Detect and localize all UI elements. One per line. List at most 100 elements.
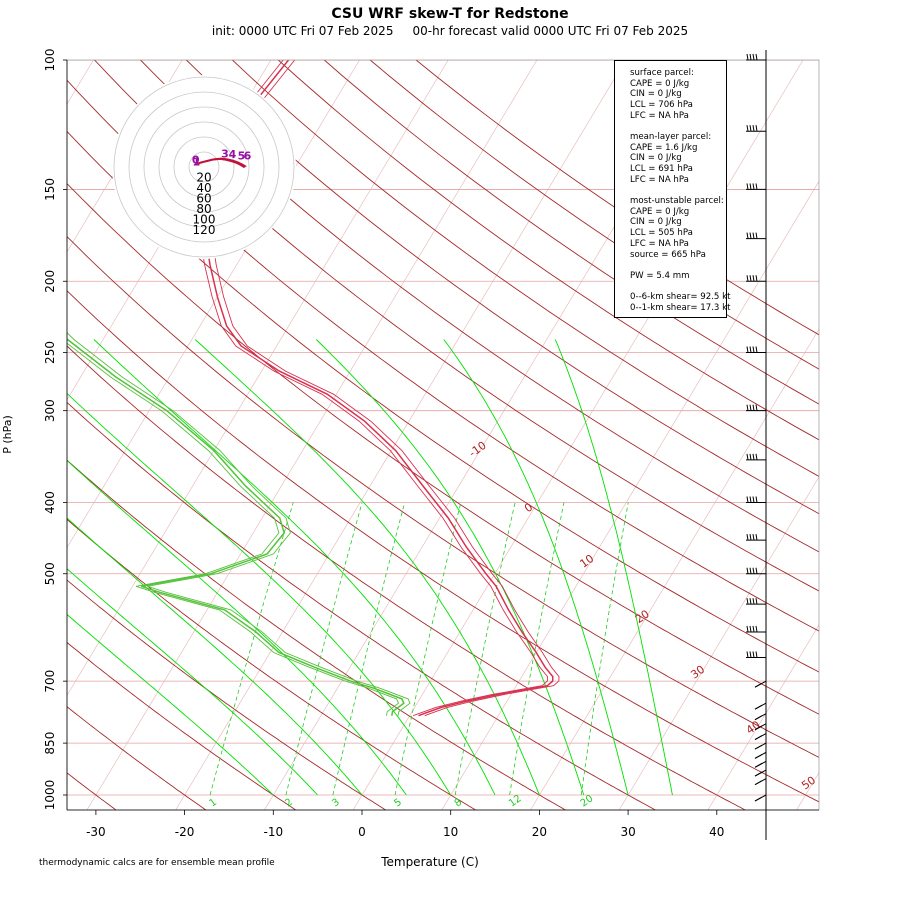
wind-barb (746, 496, 766, 504)
wind-barb-flag (752, 534, 755, 541)
wind-barb-flag (752, 598, 755, 605)
info-line: 0--6-km shear= 92.5 kt (630, 291, 731, 302)
wind-barb-flag (746, 53, 749, 61)
hodograph-height-label: 4 (229, 148, 237, 161)
hodograph-trace (195, 157, 247, 167)
mixing-ratio-line (285, 502, 363, 796)
wind-barb (746, 232, 766, 240)
moist-adiabat (67, 459, 407, 796)
temperature-member-trace (210, 60, 560, 717)
mixing-ratio-label: 12 (507, 793, 524, 809)
y-tick-label: 1000 (43, 780, 57, 811)
wind-barb-flag (746, 275, 749, 282)
x-axis-label: Temperature (C) (381, 855, 479, 869)
dry-adiabat (185, 60, 819, 515)
wind-barb-flag (752, 567, 755, 574)
dry-adiabat (67, 79, 819, 632)
dry-adiabat (67, 130, 819, 673)
dry-adiabat (139, 60, 819, 553)
moist-adiabat (194, 339, 540, 796)
info-line: CAPE = 0 J/kg (630, 78, 690, 89)
wind-barb (746, 346, 766, 353)
y-tick-label: 250 (43, 341, 57, 364)
mixing-ratio-label: 5 (392, 797, 404, 810)
wind-barb-flag (749, 651, 752, 658)
dewpoint-member-trace (67, 342, 400, 716)
wind-barb-flag (752, 183, 755, 190)
hodograph-trace (193, 158, 245, 169)
wind-barb-flag (754, 725, 763, 731)
wind-barb-flag (755, 183, 758, 190)
wind-barb-flag (752, 232, 755, 239)
mixing-ratio-line (394, 502, 462, 796)
y-axis: 100 150 200 250 300 400 500 700 850 1000 (43, 49, 68, 811)
hodograph-ring-label: 120 (193, 223, 216, 237)
dry-adiabat (323, 60, 819, 405)
wind-barb-flag (755, 404, 758, 411)
wind-barb-flag (746, 346, 749, 353)
dry-adiabat (67, 706, 207, 810)
wind-barb-flag (746, 183, 749, 190)
wind-barb-flag (754, 682, 763, 688)
wind-barb (754, 794, 767, 802)
chart-subtitle: init: 0000 UTC Fri 07 Feb 2025 00-hr for… (211, 24, 689, 38)
x-tick-label: -20 (175, 825, 195, 839)
y-tick-label: 400 (43, 491, 57, 514)
hodograph-height-label: 1 (193, 156, 201, 169)
wind-barb-flag (754, 744, 763, 750)
mean-layer-parcel-block: mean-layer parcel: CAPE = 1.6 J/kg CIN =… (630, 132, 726, 186)
info-line: LCL = 706 hPa (630, 100, 693, 111)
wind-barb-flag (755, 625, 758, 633)
wind-barb-flag (755, 346, 758, 353)
wind-barb-flag (746, 625, 749, 633)
hodograph-ring-label: 40 (196, 181, 211, 195)
wind-barb (746, 404, 766, 412)
y-tick-label: 100 (43, 49, 57, 72)
info-line: surface parcel: (630, 68, 694, 78)
wind-barb (754, 702, 767, 710)
moist-adiabat (315, 339, 585, 796)
dry-adiabat (67, 579, 387, 810)
info-line: most-unstable parcel: (630, 196, 724, 207)
wind-barb-flag (746, 567, 749, 574)
precipitable-water-block: PW = 5.4 mm (630, 271, 726, 282)
isotherm-line (67, 60, 360, 549)
wind-barb-flag (752, 53, 755, 61)
wind-barb (746, 651, 766, 658)
surface-parcel-block: surface parcel: CAPE = 0 J/kg CIN = 0 J/… (630, 68, 726, 122)
info-line: CIN = 0 J/kg (630, 217, 682, 228)
wind-barb-flag (746, 496, 749, 503)
dry-adiabat-lines (67, 60, 819, 810)
isotherm-line (86, 60, 538, 810)
wind-barb-flag (755, 125, 758, 132)
y-tick-label: 150 (43, 178, 57, 201)
wind-barb-flag (754, 796, 763, 802)
hodograph-ring (158, 121, 250, 213)
wind-barb (746, 534, 766, 541)
wind-barb-flag (754, 715, 763, 721)
mixing-ratio-line (454, 502, 516, 796)
wind-barb-flag (746, 651, 749, 658)
mixing-ratio-labels: 1 2 3 5 8 12 20 (207, 793, 595, 809)
x-tick-label: -30 (86, 825, 106, 839)
wind-barb-flag (746, 404, 749, 411)
isotherm-label: 20 (633, 607, 652, 626)
x-tick-label: 20 (532, 825, 547, 839)
wind-barb (754, 733, 767, 741)
wind-barb (746, 453, 766, 461)
dry-adiabat (277, 60, 819, 441)
wind-barb-flag (749, 275, 752, 282)
moist-adiabat (67, 392, 452, 796)
dry-adiabat (67, 290, 819, 803)
wind-barb (746, 53, 766, 61)
wind-barb-flag (752, 453, 755, 460)
wind-barb (746, 183, 766, 190)
wind-barb-flag (746, 232, 749, 239)
isotherm-line (618, 476, 819, 810)
wind-barb (746, 598, 766, 605)
wind-barb (746, 275, 766, 282)
isotherm-line (175, 60, 626, 810)
